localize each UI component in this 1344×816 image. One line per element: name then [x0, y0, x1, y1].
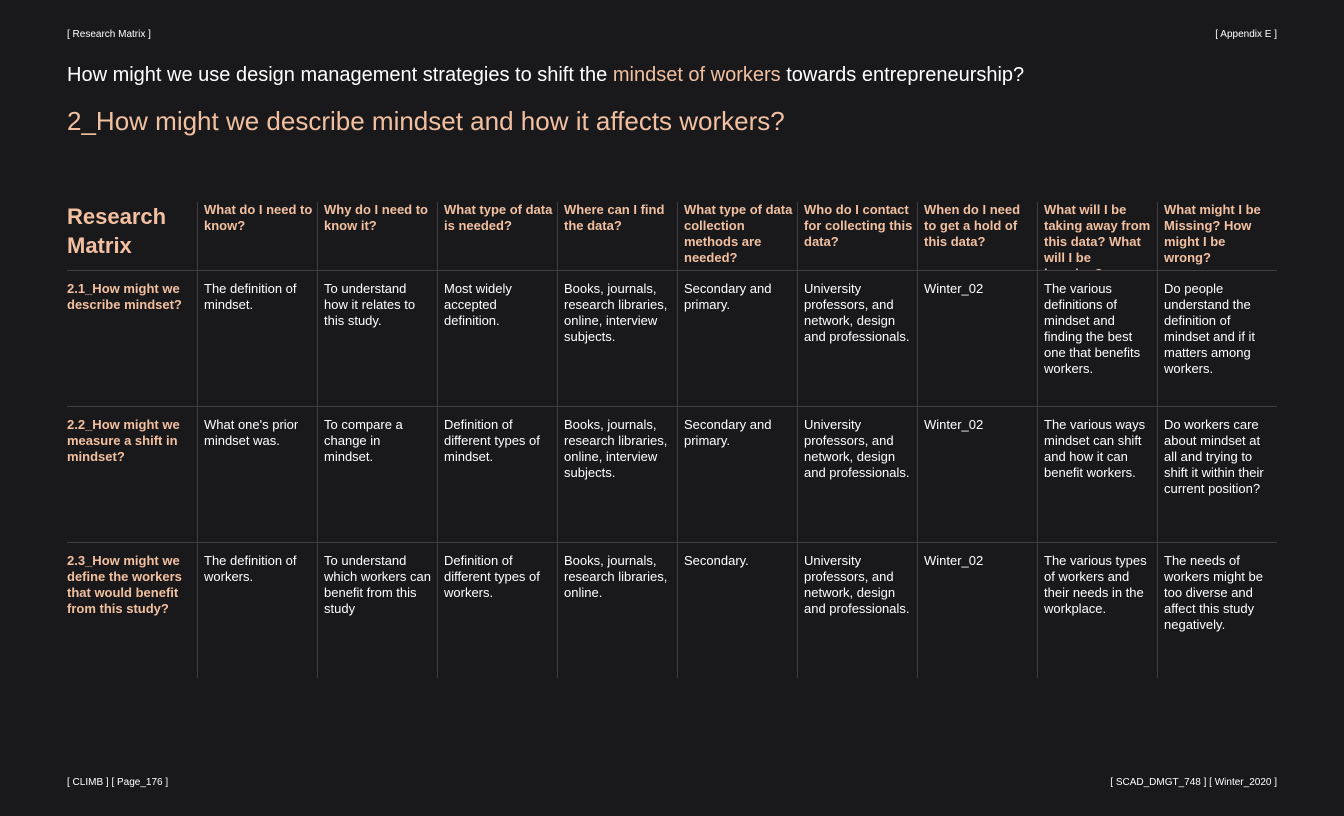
- table-cell: To compare a change in mindset.: [317, 406, 437, 542]
- table-cell: Winter_02: [917, 406, 1037, 542]
- table-cell: The needs of workers might be too divers…: [1157, 542, 1277, 678]
- column-header: What type of data collection methods are…: [677, 202, 797, 270]
- main-question-highlight: mindset of workers: [612, 64, 781, 86]
- table-cell: Secondary and primary.: [677, 406, 797, 542]
- table-cell: University professors, and network, desi…: [797, 542, 917, 678]
- table-cell: The various definitions of mindset and f…: [1037, 270, 1157, 406]
- table-cell: To understand how it relates to this stu…: [317, 270, 437, 406]
- table-cell: Books, journals, research libraries, onl…: [557, 270, 677, 406]
- table-cell: Winter_02: [917, 270, 1037, 406]
- column-header: What might I be Missing? How might I be …: [1157, 202, 1277, 270]
- column-header: What type of data is needed?: [437, 202, 557, 270]
- main-question-before: How might we use design management strat…: [67, 64, 613, 86]
- main-question-after: towards entrepreneurship?: [780, 64, 1025, 86]
- table-cell: Books, journals, research libraries, onl…: [557, 406, 677, 542]
- column-header: Who do I contact for collecting this dat…: [797, 202, 917, 270]
- row-header: 2.3_How might we define the workers that…: [67, 542, 197, 678]
- column-header: When do I need to get a hold of this dat…: [917, 202, 1037, 270]
- table-cell: Most widely accepted definition.: [437, 270, 557, 406]
- table-cell: Books, journals, research libraries, onl…: [557, 542, 677, 678]
- table-cell: Do people understand the definition of m…: [1157, 270, 1277, 406]
- header-section-label: [ Research Matrix ]: [67, 29, 151, 40]
- column-header: Why do I need to know it?: [317, 202, 437, 270]
- matrix-title: Research Matrix: [67, 204, 167, 258]
- column-header: Where can I find the data?: [557, 202, 677, 270]
- table-cell: Definition of different types of workers…: [437, 542, 557, 678]
- table-cell: The definition of workers.: [197, 542, 317, 678]
- table-cell: The various ways mindset can shift and h…: [1037, 406, 1157, 542]
- table-cell: University professors, and network, desi…: [797, 406, 917, 542]
- column-header: What will I be taking away from this dat…: [1037, 202, 1157, 270]
- table-cell: The definition of mindset.: [197, 270, 317, 406]
- main-question: How might we use design management strat…: [67, 64, 1024, 87]
- table-cell: Winter_02: [917, 542, 1037, 678]
- research-matrix-table: Research Matrix What do I need to know? …: [67, 202, 1277, 678]
- footer-course-label: [ SCAD_DMGT_748 ] [ Winter_2020 ]: [1110, 777, 1277, 788]
- table-cell: Definition of different types of mindset…: [437, 406, 557, 542]
- footer-page-label: [ CLIMB ] [ Page_176 ]: [67, 777, 169, 788]
- table-cell: To understand which workers can benefit …: [317, 542, 437, 678]
- table-cell: The various types of workers and their n…: [1037, 542, 1157, 678]
- table-cell: University professors, and network, desi…: [797, 270, 917, 406]
- table-cell: Do workers care about mindset at all and…: [1157, 406, 1277, 542]
- table-cell: What one's prior mindset was.: [197, 406, 317, 542]
- row-header: 2.2_How might we measure a shift in mind…: [67, 406, 197, 542]
- header-appendix-label: [ Appendix E ]: [1215, 29, 1277, 40]
- table-cell: Secondary.: [677, 542, 797, 678]
- row-header: 2.1_How might we describe mindset?: [67, 270, 197, 406]
- table-cell: Secondary and primary.: [677, 270, 797, 406]
- column-header: What do I need to know?: [197, 202, 317, 270]
- sub-question-heading: 2_How might we describe mindset and how …: [67, 106, 785, 136]
